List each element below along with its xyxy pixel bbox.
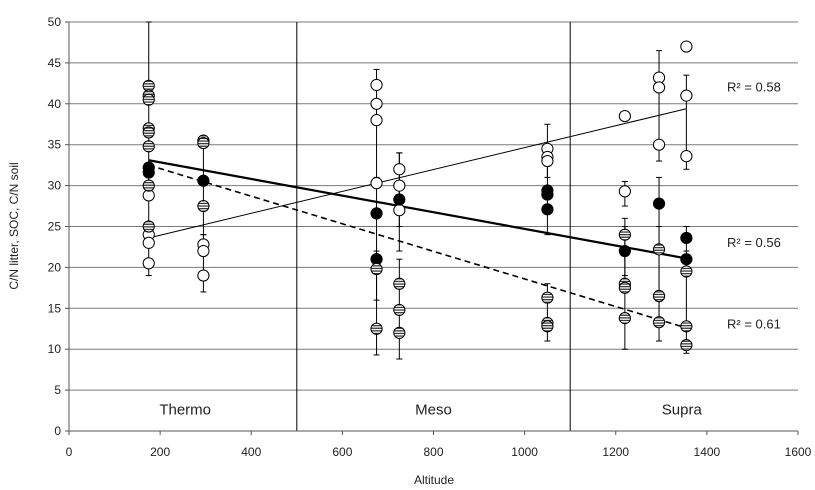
striped-circle-point [618,312,631,325]
striped-circle-point [142,140,155,153]
striped-circle-point [680,265,693,278]
open-circle-point [370,78,383,92]
striped-circle-point [680,320,693,333]
y-tick-label: 5 [54,383,61,397]
filled-circle-point [680,253,693,266]
striped-circle-point [393,277,406,290]
zone-dividers [296,22,571,431]
y-tick-label: 45 [48,56,62,70]
x-tick-label: 200 [150,445,170,459]
striped-circle-point [618,281,631,294]
y-tick-label: 30 [48,179,62,193]
y-tick-label: 50 [48,15,62,29]
open-circle-point [393,179,406,192]
striped-circle-point [142,220,155,233]
open-circle-point [652,138,666,151]
r-squared-label: R² = 0.56 [727,235,781,250]
trend-line [148,108,687,239]
x-tick-label: 1000 [511,445,538,459]
striped-circle-point [197,136,210,150]
striped-circle-point [618,228,631,241]
zone-label: Thermo [159,402,211,419]
striped-circle-point [142,126,155,139]
x-tick-label: 1600 [785,445,812,459]
striped-circle-point [680,339,693,352]
striped-circle-point [541,291,554,304]
striped-circle-point [197,199,210,213]
x-tick-label: 400 [241,445,261,459]
axes: 0 5 10 15 20 25 30 35 40 45 50 0 200 400 600 800 1000 120… [48,15,812,459]
open-circle-point [393,163,406,176]
zone-label: Supra [662,402,703,419]
grid-lines [69,21,798,391]
open-circle-point [370,177,383,190]
filled-circle-point [652,197,666,210]
striped-circle-point [370,322,383,335]
striped-circle-point [652,316,666,329]
y-tick-label: 10 [48,342,62,356]
labels: Thermo Meso Supra R² = 0.58 R² = 0.56 R² = 0.… [159,79,781,418]
open-circle-point [680,150,693,163]
filled-circle-point [541,188,554,201]
x-axis-label: Altitude [414,473,454,487]
x-tick-label: 1200 [602,445,629,459]
filled-circle-point [541,203,554,216]
open-circle-point [541,154,554,168]
y-tick-label: 20 [48,260,62,274]
x-tick-label: 0 [66,445,73,459]
striped-circle-point [652,289,666,303]
open-circle-point [197,269,210,282]
open-circle-point [197,244,210,258]
striped-circle-point [393,326,406,339]
y-tick-label: 0 [54,424,61,438]
filled-circle-point [618,244,631,258]
x-tick-label: 600 [332,445,352,459]
open-circle-point [618,109,631,123]
filled-circle-point [197,174,210,187]
y-tick-label: 25 [48,220,62,234]
r-squared-label: R² = 0.61 [727,317,781,332]
filled-circle-point [680,231,693,245]
open-circle-point [370,114,383,127]
y-tick-label: 15 [48,301,62,315]
striped-circle-point [142,93,155,106]
trend-line [148,159,687,260]
y-tick-label: 40 [48,97,62,111]
open-circle-point [142,236,155,249]
trend-line [148,164,687,329]
open-circle-point [393,204,406,217]
r-squared-label: R² = 0.58 [727,79,781,94]
open-circle-point [370,97,383,110]
data-points [142,40,693,352]
filled-circle-point [393,193,406,206]
x-tick-label: 800 [423,445,443,459]
open-circle-point [652,81,666,94]
x-tick-label: 1400 [694,445,721,459]
filled-circle-point [370,207,383,220]
striped-circle-point [142,179,155,192]
filled-circle-point [142,166,155,179]
striped-circle-point [393,303,406,317]
plot-area: 0 5 10 15 20 25 30 35 40 45 50 0 200 400 600 800 1000 120… [48,15,812,459]
striped-circle-point [541,320,554,333]
y-axis-label: C/N litter, SOC, C/N soil [7,162,21,289]
open-circle-point [680,89,693,102]
open-circle-point [618,185,631,198]
open-circle-point [680,40,693,53]
striped-circle-point [652,243,666,256]
striped-circle-point [370,262,383,276]
zone-label: Meso [415,402,452,419]
trend-lines [148,108,687,329]
y-tick-label: 35 [48,138,62,152]
open-circle-point [142,257,155,270]
